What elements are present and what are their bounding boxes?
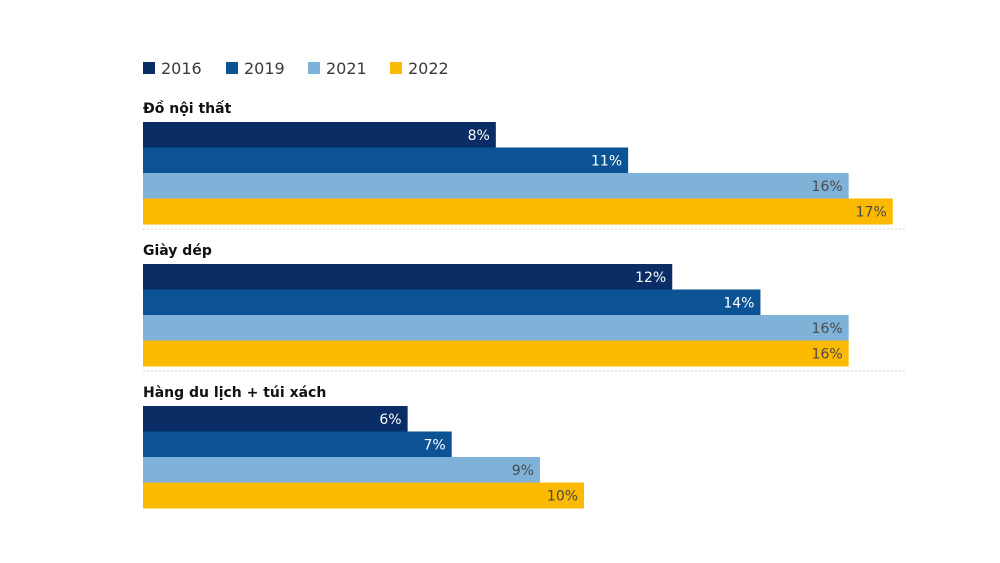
bar-value-label: 7%: [424, 437, 446, 453]
bar-2021-3: [143, 457, 540, 483]
bar-value-label: 9%: [512, 463, 534, 479]
category-label: Giày dép: [143, 243, 212, 259]
legend-label-2019: 2019: [244, 59, 285, 78]
bar-2019-3: [143, 431, 452, 458]
bar-value-label: 16%: [812, 346, 843, 362]
legend-swatch-2022: [390, 62, 402, 74]
bar-value-label: 11%: [591, 153, 622, 169]
bar-2022-2: [143, 340, 849, 367]
bar-2016-2: [143, 264, 673, 290]
bar-2021-1: [143, 173, 849, 199]
bar-value-label: 8%: [468, 128, 490, 144]
bar-value-label: 16%: [812, 321, 843, 337]
bar-2022-1: [143, 198, 893, 225]
bar-value-label: 17%: [856, 204, 887, 220]
bar-2016-1: [143, 122, 496, 148]
legend-swatch-2019: [226, 62, 238, 74]
category-label: Đồ nội thất: [143, 100, 232, 117]
bar-value-label: 16%: [812, 179, 843, 195]
bar-2019-2: [143, 289, 761, 316]
bar-value-label: 10%: [547, 488, 578, 504]
category-label: Hàng du lịch + túi xách: [143, 385, 326, 401]
bar-2019-1: [143, 147, 629, 174]
legend-label-2022: 2022: [408, 59, 449, 78]
bar-value-label: 14%: [723, 295, 754, 311]
bar-2021-2: [143, 315, 849, 341]
legend-label-2021: 2021: [326, 59, 367, 78]
bar-value-label: 6%: [379, 412, 401, 428]
bar-2022-3: [143, 482, 585, 509]
legend-swatch-2021: [308, 62, 320, 74]
bar-value-label: 12%: [635, 270, 666, 286]
bar-2016-3: [143, 406, 408, 432]
legend-swatch-2016: [143, 62, 155, 74]
legend-label-2016: 2016: [161, 59, 202, 78]
